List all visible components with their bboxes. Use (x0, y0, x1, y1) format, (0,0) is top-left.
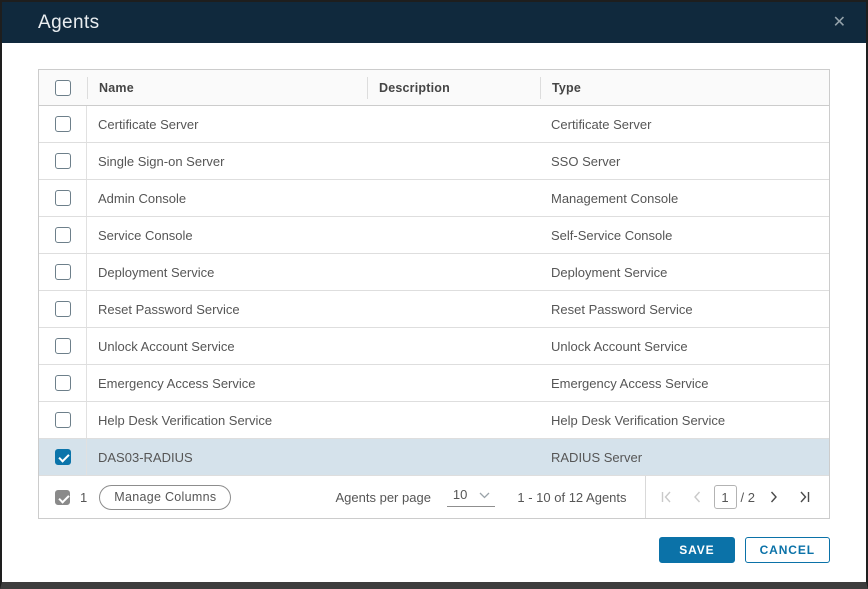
selected-count: 1 (80, 489, 88, 505)
row-name: Deployment Service (98, 264, 215, 280)
dialog-titlebar: Agents ✕ (2, 2, 866, 43)
row-name: Help Desk Verification Service (98, 412, 273, 428)
table-row[interactable]: Service Console Self-Service Console (39, 217, 829, 254)
row-name: Service Console (98, 227, 193, 243)
row-checkbox[interactable] (54, 264, 71, 280)
row-type: SSO Server (551, 153, 621, 169)
row-checkbox[interactable] (54, 153, 71, 169)
select-all-checkbox[interactable] (55, 79, 71, 96)
table-footer: 1 Manage Columns Agents per page 10 1 - … (39, 476, 829, 518)
per-page-label: Agents per page (335, 489, 431, 505)
row-type: Deployment Service (551, 264, 668, 280)
previous-page-icon[interactable] (682, 484, 712, 510)
row-type: Emergency Access Service (551, 375, 709, 391)
row-checkbox[interactable] (54, 301, 71, 317)
current-page-input[interactable] (713, 485, 737, 509)
row-name: Emergency Access Service (98, 375, 256, 391)
column-header-description[interactable]: Description (367, 76, 540, 99)
row-checkbox[interactable] (54, 375, 71, 391)
row-checkbox[interactable] (54, 116, 71, 132)
column-header-name-label: Name (99, 80, 134, 95)
agents-table: Name Description Type Certificate Server… (38, 69, 830, 519)
row-type: Help Desk Verification Service (551, 412, 726, 428)
dialog-actions: SAVE CANCEL (38, 537, 830, 563)
table-row[interactable]: Certificate Server Certificate Server (39, 106, 829, 143)
per-page-value: 10 (452, 487, 468, 502)
row-select-cell (39, 365, 87, 401)
table-row[interactable]: DAS03-RADIUS RADIUS Server (39, 439, 829, 476)
row-select-cell (39, 328, 87, 364)
row-select-cell (39, 439, 87, 475)
close-icon[interactable]: ✕ (829, 13, 850, 33)
row-type: Self-Service Console (551, 227, 673, 243)
row-select-cell (39, 106, 87, 142)
table-row[interactable]: Help Desk Verification Service Help Desk… (39, 402, 829, 439)
row-checkbox[interactable] (54, 190, 71, 206)
column-header-description-label: Description (379, 80, 450, 95)
row-name: Admin Console (98, 190, 187, 206)
manage-columns-button[interactable]: Manage Columns (99, 484, 232, 510)
row-type: Unlock Account Service (551, 338, 688, 354)
row-type: Reset Password Service (551, 301, 693, 317)
next-page-icon[interactable] (759, 484, 789, 510)
row-select-cell (39, 254, 87, 290)
pagination-controls: / 2 (652, 484, 819, 510)
dialog-content: Name Description Type Certificate Server… (2, 43, 866, 563)
table-row[interactable]: Single Sign-on Server SSO Server (39, 143, 829, 180)
row-name: Unlock Account Service (98, 338, 235, 354)
last-page-icon[interactable] (789, 484, 819, 510)
column-header-type[interactable]: Type (540, 76, 829, 99)
select-all-cell (39, 70, 87, 105)
row-name: Certificate Server (98, 116, 199, 132)
save-button[interactable]: SAVE (659, 537, 735, 563)
row-type: Management Console (551, 190, 679, 206)
row-checkbox[interactable] (54, 412, 71, 428)
row-checkbox[interactable] (54, 338, 71, 354)
total-pages-label: / 2 (740, 489, 755, 505)
row-name: Reset Password Service (98, 301, 240, 317)
row-name: DAS03-RADIUS (98, 449, 193, 465)
first-page-icon[interactable] (652, 484, 682, 510)
table-row[interactable]: Unlock Account Service Unlock Account Se… (39, 328, 829, 365)
row-select-cell (39, 402, 87, 438)
row-select-cell (39, 291, 87, 327)
row-type: Certificate Server (551, 116, 652, 132)
table-row[interactable]: Deployment Service Deployment Service (39, 254, 829, 291)
chevron-down-icon (479, 487, 490, 502)
row-type: RADIUS Server (551, 449, 643, 465)
dialog-title: Agents (38, 11, 100, 33)
row-checkbox[interactable] (54, 227, 71, 243)
row-checkbox[interactable] (54, 449, 71, 465)
table-body: Certificate Server Certificate Server Si… (39, 106, 829, 476)
row-select-cell (39, 143, 87, 179)
pagination-range-text: 1 - 10 of 12 Agents (517, 489, 627, 505)
table-header-row: Name Description Type (39, 70, 829, 106)
column-header-type-label: Type (552, 80, 582, 95)
table-row[interactable]: Emergency Access Service Emergency Acces… (39, 365, 829, 402)
footer-divider (644, 476, 646, 518)
column-header-name[interactable]: Name (87, 76, 367, 99)
table-row[interactable]: Reset Password Service Reset Password Se… (39, 291, 829, 328)
row-name: Single Sign-on Server (98, 153, 225, 169)
per-page-select[interactable]: 10 (446, 487, 496, 507)
selected-indicator-checkbox (55, 489, 70, 505)
table-row[interactable]: Admin Console Management Console (39, 180, 829, 217)
row-select-cell (39, 180, 87, 216)
cancel-button[interactable]: CANCEL (744, 537, 830, 563)
row-select-cell (39, 217, 87, 253)
